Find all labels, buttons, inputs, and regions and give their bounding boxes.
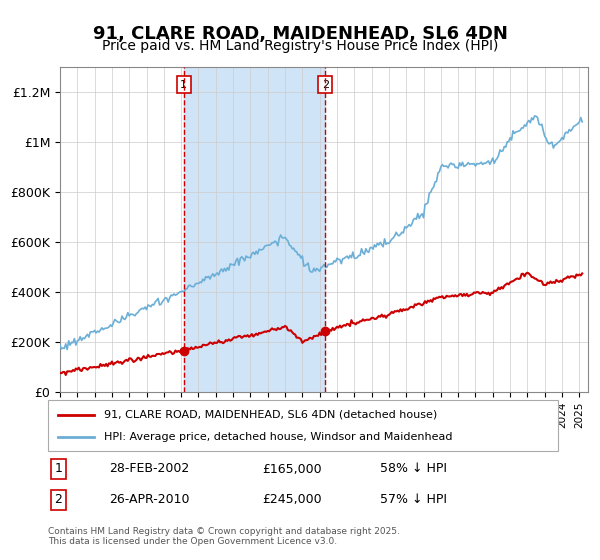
Bar — [184, 67, 325, 392]
Text: 1: 1 — [54, 463, 62, 475]
Text: HPI: Average price, detached house, Windsor and Maidenhead: HPI: Average price, detached house, Wind… — [104, 432, 452, 442]
Text: £245,000: £245,000 — [262, 493, 322, 506]
Text: Contains HM Land Registry data © Crown copyright and database right 2025.
This d: Contains HM Land Registry data © Crown c… — [48, 526, 400, 546]
Text: 58% ↓ HPI: 58% ↓ HPI — [380, 463, 446, 475]
Text: 28-FEB-2002: 28-FEB-2002 — [109, 463, 190, 475]
Text: 1: 1 — [180, 80, 187, 90]
FancyBboxPatch shape — [48, 400, 558, 451]
Text: 2: 2 — [322, 80, 329, 90]
Text: 26-APR-2010: 26-APR-2010 — [109, 493, 190, 506]
Text: 91, CLARE ROAD, MAIDENHEAD, SL6 4DN (detached house): 91, CLARE ROAD, MAIDENHEAD, SL6 4DN (det… — [104, 409, 437, 419]
Text: 57% ↓ HPI: 57% ↓ HPI — [380, 493, 446, 506]
Text: 2: 2 — [54, 493, 62, 506]
Text: Price paid vs. HM Land Registry's House Price Index (HPI): Price paid vs. HM Land Registry's House … — [102, 39, 498, 53]
Text: 91, CLARE ROAD, MAIDENHEAD, SL6 4DN: 91, CLARE ROAD, MAIDENHEAD, SL6 4DN — [92, 25, 508, 43]
Text: £165,000: £165,000 — [262, 463, 322, 475]
